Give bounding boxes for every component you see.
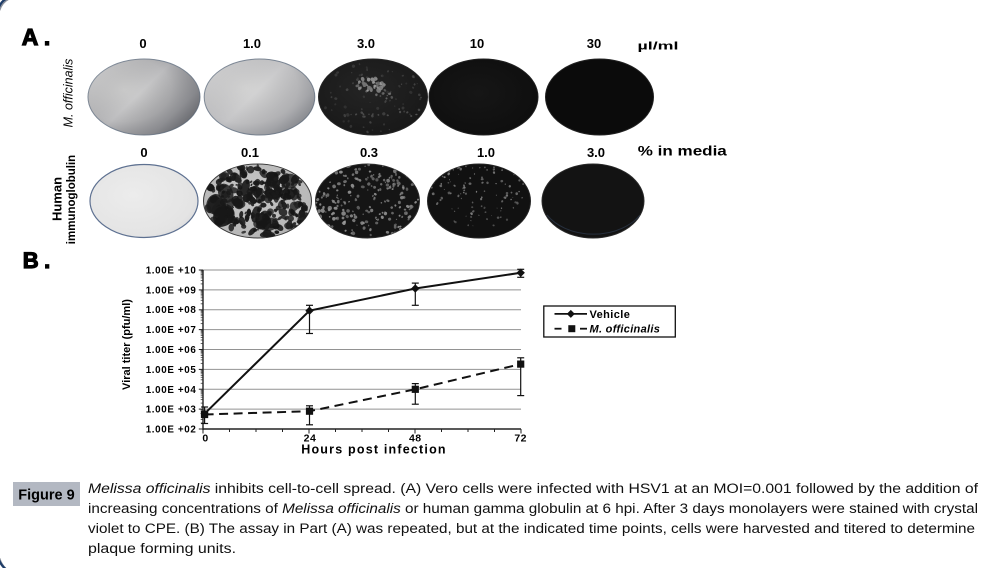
svg-text:1.00E +06: 1.00E +06 (146, 345, 197, 356)
svg-text:% in media: % in media (638, 144, 728, 159)
svg-text:1.0: 1.0 (243, 36, 261, 51)
svg-text:3.0: 3.0 (587, 145, 605, 160)
svg-text:0.1: 0.1 (241, 145, 259, 160)
svg-text:1.00E +04: 1.00E +04 (146, 385, 197, 396)
svg-text:Human: Human (50, 177, 65, 221)
svg-text:1.00E +09: 1.00E +09 (146, 285, 197, 296)
svg-text:10: 10 (470, 36, 484, 51)
svg-text:1.00E +03: 1.00E +03 (146, 405, 197, 416)
svg-text:24: 24 (304, 433, 317, 445)
svg-text:increasing concentrations of M: increasing concentrations of Melissa off… (88, 501, 978, 516)
svg-text:Vehicle: Vehicle (590, 309, 631, 321)
svg-text:48: 48 (409, 433, 422, 445)
svg-text:3.0: 3.0 (357, 36, 375, 51)
svg-text:A.: A. (22, 24, 56, 50)
svg-text:1.00E +05: 1.00E +05 (146, 365, 197, 376)
svg-text:1.00E +02: 1.00E +02 (146, 425, 197, 436)
svg-text:30: 30 (587, 36, 601, 51)
svg-text:1.00E +10: 1.00E +10 (146, 266, 197, 277)
svg-text:0.3: 0.3 (360, 145, 378, 160)
svg-text:M. officinalis: M. officinalis (590, 324, 661, 336)
svg-text:1.00E +08: 1.00E +08 (146, 305, 197, 316)
svg-text:72: 72 (514, 433, 527, 445)
svg-text:Hours post infection: Hours post infection (301, 443, 447, 457)
svg-text:B.: B. (23, 248, 56, 273)
svg-text:0: 0 (202, 433, 208, 445)
svg-text:Figure 9: Figure 9 (18, 488, 74, 504)
svg-text:0: 0 (139, 36, 146, 51)
svg-text:Melissa officinalis inhibits c: Melissa officinalis inhibits cell-to-cel… (88, 481, 978, 496)
svg-text:violet to CPE. (B) The assay i: violet to CPE. (B) The assay in Part (A)… (88, 521, 975, 536)
svg-text:µl/ml: µl/ml (638, 41, 679, 53)
svg-text:0: 0 (140, 145, 147, 160)
svg-text:M. officinalis: M. officinalis (62, 59, 76, 128)
svg-text:1.0: 1.0 (477, 145, 495, 160)
svg-text:plaque forming units.: plaque forming units. (88, 541, 236, 556)
svg-text:1.00E +07: 1.00E +07 (146, 325, 197, 336)
svg-text:immunoglobulin: immunoglobulin (66, 155, 78, 244)
svg-text:Viral titer (pfu/ml): Viral titer (pfu/ml) (121, 299, 133, 390)
